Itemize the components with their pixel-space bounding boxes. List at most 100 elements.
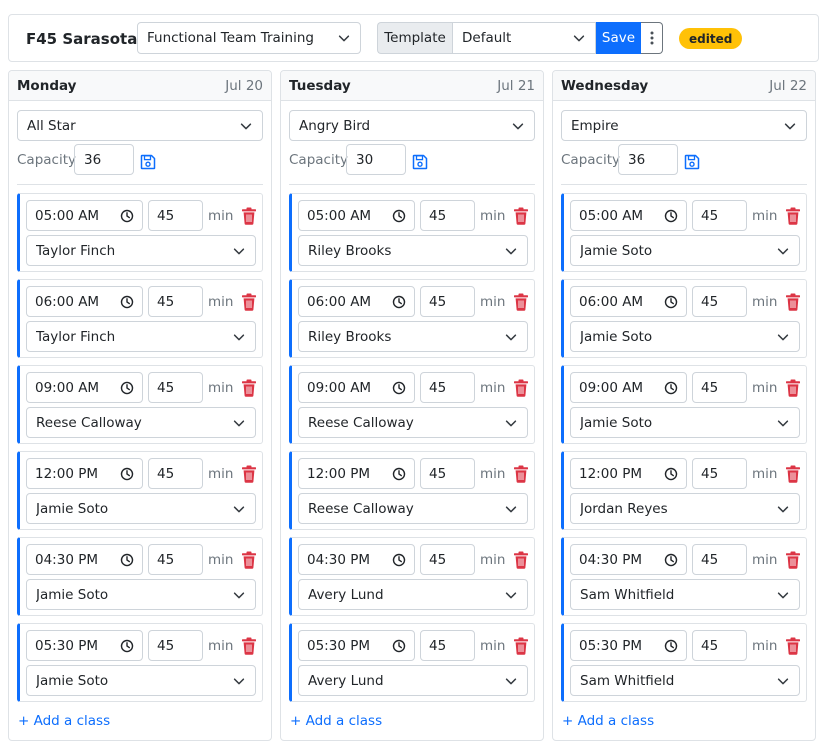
trash-icon[interactable] <box>241 637 257 655</box>
trash-icon[interactable] <box>785 207 801 225</box>
coach-select[interactable]: Taylor Finch <box>26 235 256 266</box>
trash-icon[interactable] <box>513 465 529 483</box>
duration-input[interactable]: 45 <box>420 372 475 403</box>
start-time-input[interactable]: 09:00 AM <box>26 372 143 403</box>
duration-input[interactable]: 45 <box>692 630 747 661</box>
start-time-input[interactable]: 04:30 PM <box>298 544 415 575</box>
save-icon[interactable] <box>412 154 428 170</box>
clock-icon[interactable] <box>392 467 406 481</box>
trash-icon[interactable] <box>241 207 257 225</box>
start-time-input[interactable]: 04:30 PM <box>26 544 143 575</box>
clock-icon[interactable] <box>664 553 678 567</box>
start-time-input[interactable]: 12:00 PM <box>570 458 687 489</box>
trash-icon[interactable] <box>513 551 529 569</box>
coach-select[interactable]: Reese Calloway <box>26 407 256 438</box>
clock-icon[interactable] <box>392 381 406 395</box>
clock-icon[interactable] <box>664 209 678 223</box>
clock-icon[interactable] <box>392 209 406 223</box>
duration-input[interactable]: 45 <box>148 200 203 231</box>
coach-select[interactable]: Riley Brooks <box>298 321 528 352</box>
trash-icon[interactable] <box>785 379 801 397</box>
save-template-button[interactable]: Save <box>596 22 641 54</box>
clock-icon[interactable] <box>120 295 134 309</box>
start-time-input[interactable]: 09:00 AM <box>570 372 687 403</box>
start-time-input[interactable]: 12:00 PM <box>298 458 415 489</box>
start-time-input[interactable]: 06:00 AM <box>298 286 415 317</box>
duration-input[interactable]: 45 <box>420 544 475 575</box>
duration-input[interactable]: 45 <box>692 286 747 317</box>
start-time-input[interactable]: 05:00 AM <box>298 200 415 231</box>
trash-icon[interactable] <box>241 551 257 569</box>
start-time-input[interactable]: 05:00 AM <box>26 200 143 231</box>
duration-input[interactable]: 45 <box>692 372 747 403</box>
add-class-link[interactable]: + Add a class <box>18 713 111 729</box>
coach-select[interactable]: Jamie Soto <box>570 321 800 352</box>
clock-icon[interactable] <box>664 381 678 395</box>
coach-select[interactable]: Sam Whitfield <box>570 579 800 610</box>
duration-input[interactable]: 45 <box>148 458 203 489</box>
coach-select[interactable]: Jamie Soto <box>26 665 256 696</box>
save-icon[interactable] <box>140 154 156 170</box>
clock-icon[interactable] <box>120 467 134 481</box>
series-select[interactable]: All Star <box>17 110 263 141</box>
clock-icon[interactable] <box>120 639 134 653</box>
save-icon[interactable] <box>684 154 700 170</box>
coach-select[interactable]: Jamie Soto <box>570 407 800 438</box>
start-time-input[interactable]: 05:30 PM <box>26 630 143 661</box>
start-time-input[interactable]: 05:00 AM <box>570 200 687 231</box>
start-time-input[interactable]: 04:30 PM <box>570 544 687 575</box>
coach-select[interactable]: Jamie Soto <box>26 493 256 524</box>
duration-input[interactable]: 45 <box>692 544 747 575</box>
capacity-input[interactable]: 36 <box>618 144 678 175</box>
start-time-input[interactable]: 05:30 PM <box>298 630 415 661</box>
template-select[interactable]: Default <box>452 22 596 54</box>
start-time-input[interactable]: 09:00 AM <box>298 372 415 403</box>
duration-input[interactable]: 45 <box>420 286 475 317</box>
clock-icon[interactable] <box>120 209 134 223</box>
trash-icon[interactable] <box>785 637 801 655</box>
trash-icon[interactable] <box>241 465 257 483</box>
trash-icon[interactable] <box>785 293 801 311</box>
duration-input[interactable]: 45 <box>148 544 203 575</box>
duration-input[interactable]: 45 <box>148 286 203 317</box>
trash-icon[interactable] <box>785 465 801 483</box>
coach-select[interactable]: Avery Lund <box>298 665 528 696</box>
duration-input[interactable]: 45 <box>148 372 203 403</box>
clock-icon[interactable] <box>392 295 406 309</box>
clock-icon[interactable] <box>664 467 678 481</box>
trash-icon[interactable] <box>513 637 529 655</box>
add-class-link[interactable]: + Add a class <box>290 713 383 729</box>
trash-icon[interactable] <box>513 207 529 225</box>
coach-select[interactable]: Jordan Reyes <box>570 493 800 524</box>
start-time-input[interactable]: 06:00 AM <box>570 286 687 317</box>
add-class-link[interactable]: + Add a class <box>562 713 655 729</box>
template-more-button[interactable] <box>641 22 663 54</box>
capacity-input[interactable]: 30 <box>346 144 406 175</box>
coach-select[interactable]: Jamie Soto <box>570 235 800 266</box>
trash-icon[interactable] <box>513 293 529 311</box>
clock-icon[interactable] <box>120 381 134 395</box>
duration-input[interactable]: 45 <box>692 200 747 231</box>
coach-select[interactable]: Sam Whitfield <box>570 665 800 696</box>
series-select[interactable]: Angry Bird <box>289 110 535 141</box>
series-select[interactable]: Empire <box>561 110 807 141</box>
trash-icon[interactable] <box>241 293 257 311</box>
duration-input[interactable]: 45 <box>692 458 747 489</box>
coach-select[interactable]: Riley Brooks <box>298 235 528 266</box>
trash-icon[interactable] <box>785 551 801 569</box>
clock-icon[interactable] <box>664 639 678 653</box>
trash-icon[interactable] <box>241 379 257 397</box>
duration-input[interactable]: 45 <box>420 630 475 661</box>
clock-icon[interactable] <box>120 553 134 567</box>
program-select[interactable]: Functional Team Training <box>137 22 361 54</box>
duration-input[interactable]: 45 <box>420 458 475 489</box>
duration-input[interactable]: 45 <box>148 630 203 661</box>
clock-icon[interactable] <box>392 639 406 653</box>
coach-select[interactable]: Avery Lund <box>298 579 528 610</box>
coach-select[interactable]: Jamie Soto <box>26 579 256 610</box>
coach-select[interactable]: Taylor Finch <box>26 321 256 352</box>
start-time-input[interactable]: 06:00 AM <box>26 286 143 317</box>
coach-select[interactable]: Reese Calloway <box>298 407 528 438</box>
trash-icon[interactable] <box>513 379 529 397</box>
coach-select[interactable]: Reese Calloway <box>298 493 528 524</box>
